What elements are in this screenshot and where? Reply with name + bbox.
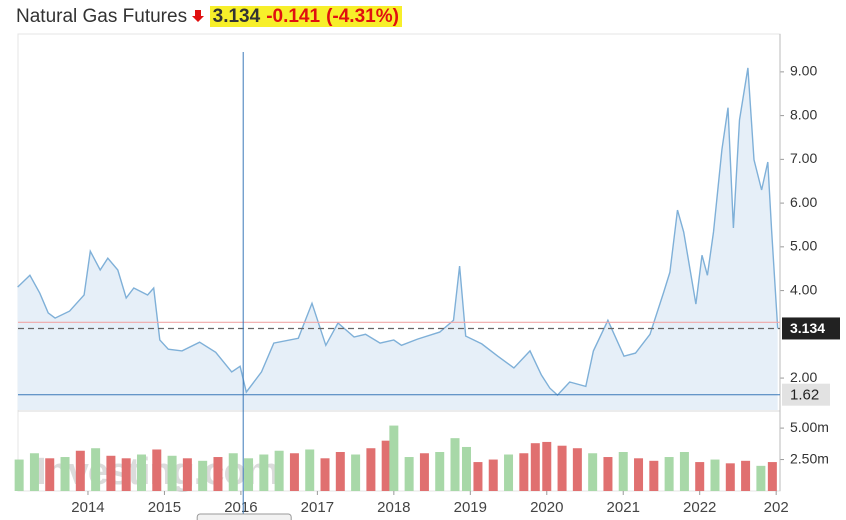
volume-bar: [473, 462, 483, 491]
volume-bar: [335, 452, 345, 491]
volume-bar: [366, 448, 376, 491]
volume-bar: [404, 457, 414, 491]
volume-bar: [121, 458, 131, 491]
x-tick-label: 2020: [530, 499, 563, 516]
volume-bar: [461, 446, 471, 491]
y-tick-label: 6.00: [790, 194, 817, 210]
price: 3.134: [209, 6, 264, 27]
volume-bar: [91, 448, 101, 491]
volume-bar: [351, 454, 361, 491]
x-tick-label: 2022: [683, 499, 716, 516]
volume-bar: [14, 459, 24, 491]
volume-bar: [60, 457, 70, 491]
volume-bar: [488, 459, 498, 491]
volume-bar: [679, 452, 689, 491]
volume-bar: [320, 458, 330, 491]
x-tick-label: 2015: [148, 499, 181, 516]
x-tick-label: 2019: [454, 499, 487, 516]
volume-bar: [419, 453, 429, 491]
price-line: [17, 67, 779, 397]
volume-bar: [106, 455, 116, 491]
last-price-label: 3.134: [790, 320, 825, 336]
volume-bar: [182, 458, 192, 491]
volume-bar: [710, 459, 720, 491]
plot-frame: [17, 33, 781, 492]
volume-bar: [289, 453, 299, 491]
change: -0.141: [263, 6, 324, 27]
area-fill: [17, 67, 778, 411]
x-tick-label: 2014: [71, 499, 104, 516]
y-tick-label: 9.00: [790, 63, 817, 79]
volume-bar: [530, 443, 540, 491]
y-tick-label: 7.00: [790, 150, 817, 166]
volume-bar: [45, 458, 55, 491]
volume-bar: [389, 425, 399, 491]
chart-title: Natural Gas Futures: [16, 6, 188, 27]
volume-bar: [618, 452, 628, 491]
volume-bar: [767, 462, 777, 491]
volume-bar: [756, 465, 766, 491]
volume-bar: [136, 454, 146, 491]
x-tick-label: 2016: [224, 499, 257, 516]
y-tick-label: 4.00: [790, 281, 817, 297]
volume-bar: [75, 450, 85, 491]
volume-bar: [504, 454, 514, 491]
volume-bar: [603, 457, 613, 491]
volume-bar: [664, 457, 674, 491]
down-arrow-icon: [192, 10, 205, 22]
y-tick-label: 2.00: [790, 369, 817, 385]
volume-bar: [152, 449, 162, 491]
volume-bar: [519, 453, 529, 491]
crosshair-y-label: 1.62: [790, 387, 819, 404]
volume-bar: [557, 445, 567, 491]
volume-bar: [305, 449, 315, 491]
volume-bar: [259, 454, 269, 491]
crosshair-x-box: [196, 513, 292, 520]
volume-bar: [695, 462, 705, 491]
volume-tick-label: 5.00m: [790, 419, 829, 435]
x-tick-label: 2021: [607, 499, 640, 516]
volume-bar: [381, 440, 391, 491]
volume-bar: [649, 460, 659, 491]
volume-bar: [274, 450, 284, 491]
volume-bar: [435, 452, 445, 491]
volume-bar: [29, 453, 39, 491]
volume-bar: [572, 448, 582, 491]
x-tick-label: 202: [764, 499, 789, 516]
volume-bar: [725, 463, 735, 491]
volume-bar: [167, 455, 177, 491]
volume-bar: [198, 460, 208, 491]
x-tick-label: 2018: [377, 499, 410, 516]
volume-bar: [741, 460, 751, 491]
change-percent: (-4.31%): [323, 6, 402, 27]
volume-tick-label: 2.50m: [790, 450, 829, 466]
y-tick-label: 8.00: [790, 106, 817, 122]
x-tick-label: 2017: [301, 499, 334, 516]
crosshair-y-box: [782, 383, 830, 406]
y-tick-label: 5.00: [790, 238, 817, 254]
volume-bar: [588, 453, 598, 491]
last-price-box: [782, 317, 840, 340]
volume-bar: [542, 441, 552, 491]
volume-bar: [634, 458, 644, 491]
volume-bar: [244, 458, 254, 491]
volume-bar: [228, 453, 238, 491]
volume-bar: [450, 438, 460, 491]
volume-bar: [213, 457, 223, 491]
header: Natural Gas Futures 3.134 -0.141 (-4.31%): [16, 6, 402, 28]
